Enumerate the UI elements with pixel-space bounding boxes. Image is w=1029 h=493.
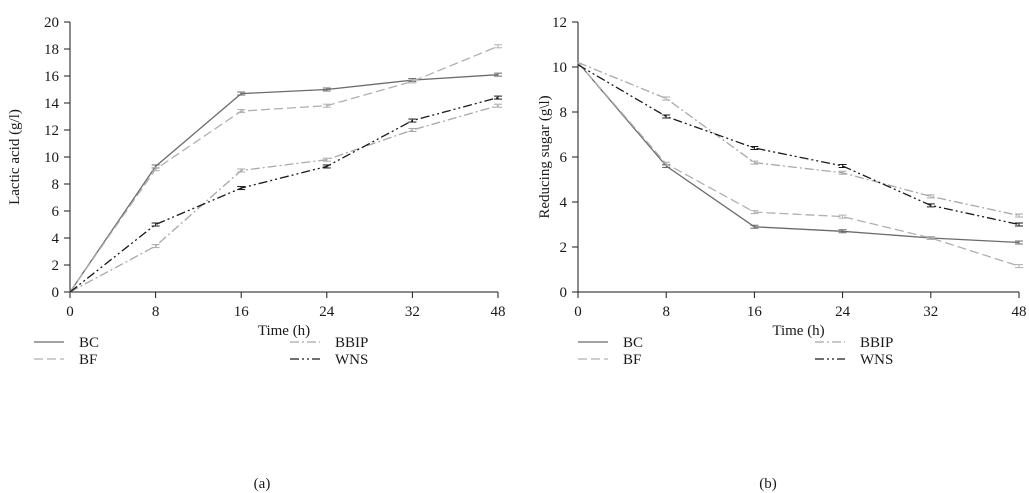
series-line-bbip — [577, 61, 1020, 217]
x-tick-label: 0 — [574, 304, 582, 320]
x-tick-label: 24 — [835, 304, 851, 320]
series-line-bf — [577, 62, 1020, 267]
y-axis-title: Lactic acid (g/l) — [7, 109, 23, 205]
legend-label-wns: WNS — [860, 352, 893, 368]
x-tick-label: 32 — [923, 304, 938, 320]
x-axis-title: Time (h) — [772, 323, 824, 339]
series-line-wns — [69, 96, 499, 293]
x-tick-label: 32 — [405, 304, 420, 320]
legend-label-wns: WNS — [335, 352, 368, 368]
x-axis-title: Time (h) — [258, 323, 310, 339]
series-line-bc — [69, 74, 499, 293]
y-tick-label: 12 — [552, 15, 567, 31]
series-line-bc — [577, 62, 1020, 244]
y-tick-label: 6 — [52, 204, 60, 220]
panel-label: (a) — [254, 476, 271, 492]
x-tick-label: 8 — [152, 304, 160, 320]
series-line-wns — [577, 64, 1020, 226]
x-tick-label: 16 — [747, 304, 763, 320]
y-tick-label: 6 — [560, 150, 568, 166]
legend-label-bbip: BBIP — [860, 335, 893, 351]
panel-label: (b) — [759, 476, 777, 492]
x-tick-label: 8 — [662, 304, 670, 320]
y-tick-label: 8 — [560, 105, 568, 121]
legend-label-bf: BF — [79, 352, 97, 368]
y-tick-label: 10 — [44, 150, 59, 166]
legend-label-bc: BC — [79, 335, 99, 351]
x-tick-label: 16 — [234, 304, 250, 320]
series-line-bf — [69, 45, 499, 293]
y-tick-label: 20 — [44, 15, 59, 31]
y-tick-label: 4 — [52, 231, 60, 247]
y-tick-label: 4 — [560, 195, 568, 211]
x-tick-label: 24 — [319, 304, 335, 320]
legend-label-bf: BF — [623, 352, 641, 368]
y-tick-label: 0 — [560, 285, 568, 301]
y-axis-title: Reducing sugar (g\l) — [537, 95, 553, 218]
x-tick-label: 48 — [491, 304, 506, 320]
y-tick-label: 16 — [44, 69, 60, 85]
y-tick-label: 18 — [44, 42, 59, 58]
y-tick-label: 0 — [52, 285, 60, 301]
x-tick-label: 48 — [1012, 304, 1027, 320]
legend-label-bc: BC — [623, 335, 643, 351]
y-tick-label: 8 — [52, 177, 60, 193]
y-tick-label: 10 — [552, 60, 567, 76]
y-tick-label: 2 — [560, 240, 568, 256]
y-tick-label: 2 — [52, 258, 60, 274]
x-tick-label: 0 — [66, 304, 74, 320]
y-tick-label: 12 — [44, 123, 59, 139]
legend-label-bbip: BBIP — [335, 335, 368, 351]
series-line-bbip — [69, 105, 499, 293]
y-tick-label: 14 — [44, 96, 60, 112]
